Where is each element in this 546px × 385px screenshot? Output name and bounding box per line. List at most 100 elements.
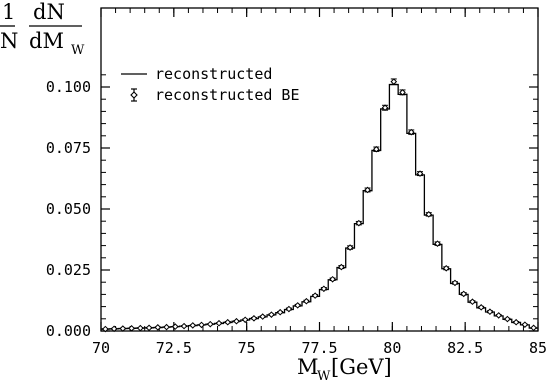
data-point (311, 292, 319, 299)
diamond-marker (425, 211, 433, 218)
diamond-marker (171, 323, 179, 330)
diamond-marker (407, 128, 415, 136)
y-tick-labels: 0.000 0.025 0.050 0.075 0.100 (46, 78, 91, 340)
legend-label-reconstructed: reconstructed (155, 65, 272, 83)
data-point (381, 104, 389, 112)
diamond-marker (346, 244, 354, 251)
diamond-marker (110, 325, 118, 333)
diamond-marker (189, 322, 197, 329)
data-point (189, 322, 197, 329)
diamond-marker (442, 264, 450, 272)
diamond-marker (434, 240, 441, 247)
diamond-marker (338, 263, 345, 271)
x-label-sub: W (317, 369, 331, 384)
axis-ticks (100, 8, 539, 332)
reconstructed-step-line (101, 83, 538, 330)
diamond-marker (250, 315, 258, 322)
y-tick-label: 0.050 (46, 200, 91, 218)
data-point (495, 312, 502, 319)
y-axis-label: 1 N dN dM W (0, 0, 85, 58)
data-point (303, 297, 310, 305)
x-tick-label: 72.5 (156, 339, 192, 357)
plot-frame (100, 7, 539, 332)
diamond-marker (102, 325, 109, 333)
y-label-frac-num: 1 (2, 0, 15, 24)
legend-label-reconstructed-be: reconstructed BE (155, 86, 300, 104)
data-point (425, 211, 433, 218)
diamond-marker (521, 321, 529, 328)
diamond-marker (233, 317, 240, 325)
data-point (241, 316, 249, 324)
diamond-marker (224, 318, 232, 326)
y-tick-label: 0.100 (46, 78, 91, 96)
data-point (469, 298, 476, 306)
diamond-marker (477, 304, 485, 311)
diamond-marker (180, 322, 188, 330)
data-point (154, 324, 162, 331)
data-point (504, 315, 511, 323)
diamond-marker (460, 290, 468, 298)
diamond-marker (294, 302, 301, 309)
data-point (145, 324, 153, 332)
diamond-marker (145, 324, 153, 332)
data-point (294, 302, 301, 309)
y-tick-label: 0.025 (46, 261, 91, 279)
diamond-marker (311, 292, 319, 299)
data-point (521, 321, 529, 328)
data-point (329, 275, 336, 283)
diamond-marker (373, 145, 380, 153)
y-tick-label: 0.000 (46, 322, 91, 340)
data-point (137, 324, 144, 332)
diamond-marker (276, 308, 284, 316)
data-point (163, 323, 170, 331)
data-point (224, 318, 232, 326)
y-label-den-main: dM (29, 29, 64, 53)
diamond-marker (163, 323, 170, 331)
data-point (119, 325, 127, 332)
data-point (477, 304, 485, 311)
diamond-marker (512, 318, 520, 326)
diamond-marker (241, 316, 249, 324)
diamond-marker (495, 312, 502, 319)
diamond-marker (329, 275, 336, 283)
data-point (346, 244, 354, 251)
data-point (486, 308, 494, 316)
legend: reconstructed reconstructed BE (121, 65, 300, 104)
diamond-marker (128, 325, 135, 332)
diamond-marker (364, 186, 371, 194)
x-label-main: M (297, 355, 319, 379)
x-tick-label: 82.5 (447, 339, 483, 357)
data-point (434, 240, 441, 247)
data-point (215, 319, 223, 327)
data-point (530, 324, 537, 332)
data-point (399, 89, 406, 96)
legend-diamond-swatch (130, 91, 138, 99)
data-point (285, 305, 293, 313)
data-point (355, 219, 363, 227)
diamond-marker (119, 325, 127, 332)
diamond-marker (469, 298, 476, 306)
diamond-marker (198, 321, 205, 329)
data-point (233, 317, 240, 325)
x-tick-label: 85 (529, 339, 546, 357)
diamond-marker (285, 305, 293, 313)
data-point (102, 325, 109, 333)
data-point (390, 78, 398, 85)
data-point (171, 323, 179, 330)
data-point (407, 128, 415, 136)
diamond-marker (355, 219, 363, 227)
diamond-marker (303, 297, 310, 305)
data-point (259, 313, 266, 320)
diamond-marker (504, 315, 511, 323)
data-point (250, 315, 258, 322)
data-point (110, 325, 118, 333)
x-tick-label: 70 (92, 339, 110, 357)
x-label-unit: [GeV] (331, 355, 392, 379)
diamond-marker (399, 89, 406, 96)
x-axis-label: M W [GeV] (297, 355, 392, 384)
data-point (451, 279, 459, 287)
diamond-marker (381, 104, 389, 112)
data-point (320, 285, 328, 293)
data-point (206, 320, 214, 328)
